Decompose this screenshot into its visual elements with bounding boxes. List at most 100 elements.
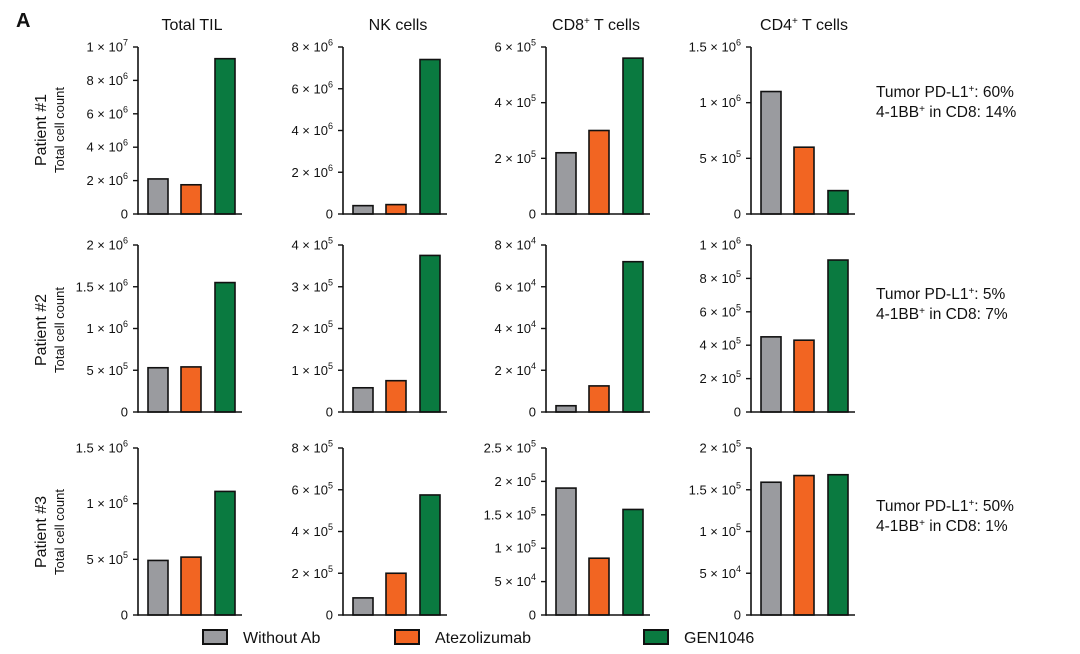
bar-atezolizumab [180,556,202,616]
y-tick-label: 8 × 105 [699,269,741,286]
y-tick-label: 1 × 106 [699,93,741,110]
annotation-patient-3: Tumor PD-L1+: 50% 4-1BB+ in CD8: 1% [876,498,1014,535]
bar-atezolizumab [588,129,610,215]
y-tick-label: 1 × 105 [291,361,333,378]
bar-gen1046 [214,57,236,215]
y-tick-label: 2 × 104 [494,361,536,378]
y-tick-label: 5 × 105 [86,550,128,567]
bar-atezolizumab [385,572,407,616]
bar-without-ab [555,404,577,413]
chart-patient-3-cd4-t-cells: 0 5 × 104 1 × 105 1.5 × 105 2 × 105 [689,439,855,623]
bar-gen1046 [419,254,441,413]
y-tick-label: 4 × 105 [494,93,536,110]
y-tick-label: 1 × 107 [86,38,128,55]
legend-swatch-without-ab [202,629,228,645]
column-title: Total TIL [161,17,222,34]
y-tick-label: 2 × 106 [291,163,333,180]
bar-gen1046 [419,58,441,215]
y-tick-label: 1.5 × 106 [76,277,128,294]
chart-patient-3-cd8-t-cells: 0 5 × 104 1 × 105 1.5 × 105 2 × 105 2.5 × 105 [484,439,650,623]
bar-without-ab [760,481,782,616]
y-tick-label: 8 × 104 [494,236,536,253]
y-tick-label: 6 × 105 [494,38,536,55]
chart-patient-1-nk-cells: 0 2 × 106 4 × 106 6 × 106 8 × 106 [291,38,447,222]
y-tick-label: 2 × 105 [291,564,333,581]
panel-label: A [16,10,30,32]
bar-without-ab [352,386,374,413]
y-tick-label: 4 × 106 [86,138,128,155]
bar-gen1046 [214,490,236,616]
y-tick-label: 2 × 106 [86,236,128,253]
bar-without-ab [555,487,577,616]
y-axis-title: Total cell count [52,489,67,575]
y-tick-label: 2 × 106 [86,171,128,188]
row-label: Patient #1 [33,94,50,166]
y-axis-title: Total cell count [52,87,67,173]
chart-grid: 0 2 × 106 4 × 106 6 × 106 8 × 106 1 × 107 0 2 ×… [33,16,855,623]
chart-patient-2-cd4-t-cells: 0 2 × 105 4 × 105 6 × 105 8 × 105 1 × 106 [699,236,855,420]
y-tick-label: 4 × 105 [291,236,333,253]
bar-without-ab [352,204,374,215]
y-tick-label: 6 × 105 [699,302,741,319]
bar-gen1046 [622,508,644,616]
y-tick-label: 0 [326,608,333,623]
y-tick-label: 2.5 × 105 [484,439,536,456]
y-tick-label: 0 [734,207,741,222]
bar-without-ab [760,90,782,215]
y-tick-label: 4 × 105 [291,522,333,539]
y-tick-label: 0 [326,207,333,222]
bar-without-ab [555,151,577,215]
bar-without-ab [147,178,169,215]
legend-label: GEN1046 [684,630,754,647]
bar-atezolizumab [180,366,202,413]
chart-patient-1-total-til: 0 2 × 106 4 × 106 6 × 106 8 × 106 1 × 107 [86,38,242,222]
chart-patient-1-cd4-t-cells: 0 5 × 105 1 × 106 1.5 × 106 [689,38,855,222]
y-tick-label: 2 × 105 [699,369,741,386]
column-title: CD4+ T cells [760,16,848,34]
column-title: NK cells [369,17,428,34]
annotation-patient-1: Tumor PD-L1+: 60% 4-1BB+ in CD8: 14% [876,84,1017,121]
bar-atezolizumab [793,339,815,413]
bar-without-ab [760,336,782,413]
y-tick-label: 5 × 104 [494,572,536,589]
y-tick-label: 0 [121,207,128,222]
y-tick-label: 8 × 106 [291,38,333,55]
y-tick-label: 2 × 105 [291,319,333,336]
y-tick-label: 0 [529,608,536,623]
y-tick-label: 1.5 × 106 [689,38,741,55]
bar-gen1046 [827,259,849,413]
bar-gen1046 [827,473,849,616]
chart-patient-2-nk-cells: 0 1 × 105 2 × 105 3 × 105 4 × 105 [291,236,447,420]
y-tick-label: 8 × 106 [86,71,128,88]
y-tick-label: 1 × 105 [699,522,741,539]
y-tick-label: 1 × 106 [699,236,741,253]
bar-without-ab [352,597,374,616]
y-tick-label: 2 × 105 [494,472,536,489]
y-tick-label: 6 × 106 [291,79,333,96]
annotation-patient-2: Tumor PD-L1+: 5% 4-1BB+ in CD8: 7% [876,286,1008,323]
y-tick-label: 3 × 105 [291,277,333,294]
bar-atezolizumab [793,146,815,215]
bar-atezolizumab [588,557,610,616]
bar-atezolizumab [385,203,407,215]
bar-gen1046 [827,189,849,215]
legend-swatch-gen1046 [643,629,669,645]
y-tick-label: 5 × 105 [699,149,741,166]
y-tick-label: 1 × 106 [86,494,128,511]
bar-gen1046 [622,260,644,413]
bar-atezolizumab [180,183,202,215]
chart-patient-3-total-til: 0 5 × 105 1 × 106 1.5 × 106 [76,439,242,623]
bar-atezolizumab [385,379,407,413]
legend: Without Ab Atezolizumab GEN1046 [202,629,754,647]
y-tick-label: 2 × 105 [494,149,536,166]
y-tick-label: 1.5 × 106 [76,439,128,456]
y-tick-label: 1 × 106 [86,319,128,336]
column-title: CD8+ T cells [552,16,640,34]
row-label: Patient #3 [33,496,50,568]
row-label: Patient #2 [33,294,50,366]
chart-patient-2-total-til: 0 5 × 105 1 × 106 1.5 × 106 2 × 106 [76,236,242,420]
y-tick-label: 0 [529,207,536,222]
bar-gen1046 [419,494,441,616]
y-tick-label: 0 [734,608,741,623]
